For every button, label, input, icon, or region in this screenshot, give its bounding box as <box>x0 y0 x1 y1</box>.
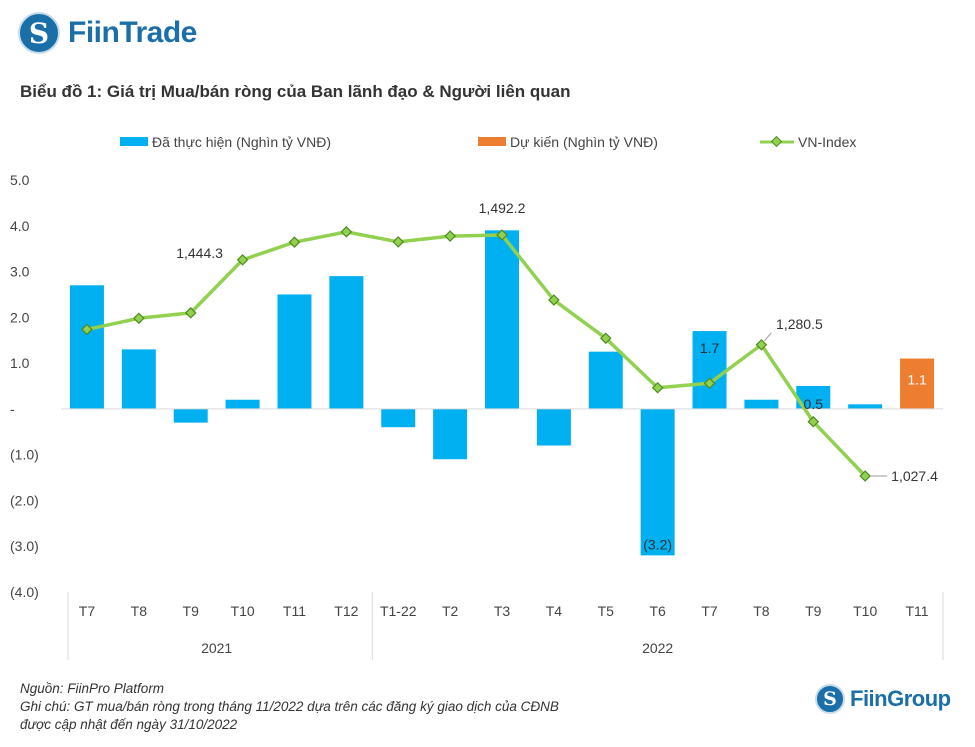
x-tick-label: T2 <box>442 603 459 619</box>
bar-expected <box>900 358 935 409</box>
bar-realized <box>692 331 727 409</box>
x-tick-label: T6 <box>649 603 666 619</box>
bar-realized <box>381 408 416 428</box>
fiintrade-logo-text: FiinTrade <box>68 16 197 49</box>
y-tick-label: 2.0 <box>10 309 30 325</box>
x-tick-label: T8 <box>753 603 770 619</box>
chart-plot: Đã thực hiện (Nghìn tỷ VNĐ) Dự kiến (Nghì… <box>10 134 944 660</box>
fiingroup-logo-icon: S <box>815 684 845 714</box>
bar-data-label: (3.2) <box>643 536 672 552</box>
x-tick-label: T11 <box>283 603 306 619</box>
vn-index-marker <box>496 229 508 241</box>
bar-realized <box>329 276 364 409</box>
x-tick-label: T12 <box>334 603 358 619</box>
footer-notes: Nguồn: FiinPro Platform Ghi chú: GT mua/… <box>20 680 559 734</box>
x-tick-label: T10 <box>231 603 255 619</box>
y-tick-label: (4.0) <box>10 584 39 600</box>
legend-swatch <box>120 137 148 146</box>
legend-swatch <box>478 137 506 146</box>
vn-index-marker <box>236 254 249 266</box>
bar-realized <box>277 294 312 409</box>
fiintrade-logo-icon: S <box>18 12 60 54</box>
bar-realized <box>485 230 519 409</box>
note-line-2: được cập nhật đến ngày 31/10/2022 <box>20 717 238 732</box>
x-tick-label: T10 <box>853 603 877 619</box>
legend-label-2: VN-Index <box>798 134 856 150</box>
y-tick-label: (2.0) <box>10 492 39 508</box>
legend-marker <box>770 135 783 148</box>
vn-index-marker <box>859 470 871 482</box>
y-tick-label: 3.0 <box>10 264 30 280</box>
legend-label-0: Đã thực hiện (Nghìn tỷ VNĐ) <box>152 134 331 150</box>
vn-index-marker <box>392 236 405 248</box>
vn-index-marker <box>340 226 353 238</box>
bar-realized <box>796 386 831 409</box>
line-data-label: 1,027.4 <box>891 468 938 484</box>
bar-realized <box>433 408 468 460</box>
x-tick-label: T3 <box>494 603 511 619</box>
y-tick-label: 1.0 <box>10 355 30 371</box>
x-group-label: 2021 <box>201 640 232 656</box>
line-data-label: 1,444.3 <box>176 245 223 261</box>
leader-line <box>764 332 772 342</box>
legend-label-1: Dự kiến (Nghìn tỷ VNĐ) <box>510 134 658 150</box>
source-note: Nguồn: FiinPro Platform <box>20 681 165 696</box>
bar-realized <box>744 399 779 409</box>
bar-realized <box>69 285 104 409</box>
bar-realized <box>848 404 883 409</box>
bar-realized <box>640 408 675 556</box>
bar-realized <box>121 349 156 409</box>
vn-index-marker <box>755 338 768 351</box>
vn-index-marker <box>651 381 664 394</box>
bar-realized <box>173 408 208 423</box>
y-tick-label: 4.0 <box>10 218 30 234</box>
fiintrade-logo: S FiinTrade <box>18 12 197 54</box>
y-tick-label: - <box>10 401 15 417</box>
vn-index-line <box>86 230 867 478</box>
fiingroup-logo: S FiinGroup <box>815 684 951 714</box>
y-tick-label: 5.0 <box>10 172 30 188</box>
note-line-1: Ghi chú: GT mua/bán ròng trong tháng 11/… <box>20 699 559 714</box>
bar-data-label: 1.7 <box>700 340 720 356</box>
bar-realized <box>225 399 260 409</box>
y-tick-label: (3.0) <box>10 538 39 554</box>
vn-index-marker <box>444 230 456 242</box>
bar-realized <box>536 408 571 446</box>
vn-index-marker <box>288 236 301 248</box>
x-tick-label: T4 <box>546 603 563 619</box>
line-data-label: 1,280.5 <box>776 316 823 332</box>
y-tick-label: (1.0) <box>10 447 39 463</box>
vn-index-marker <box>133 312 145 325</box>
vn-index-marker <box>807 415 820 428</box>
chart-title: Biểu đồ 1: Giá trị Mua/bán ròng của Ban … <box>20 82 571 101</box>
x-tick-label: T9 <box>183 603 200 619</box>
x-tick-label: T11 <box>906 603 929 619</box>
line-data-label: 1,492.2 <box>479 200 526 216</box>
vn-index-marker <box>184 307 197 319</box>
x-tick-label: T7 <box>701 603 718 619</box>
x-tick-label: T5 <box>598 603 615 619</box>
bar-realized <box>588 351 623 409</box>
x-tick-label: T9 <box>805 603 822 619</box>
vn-index-marker <box>599 332 612 345</box>
vn-index-marker <box>548 294 560 306</box>
fiingroup-logo-text: FiinGroup <box>850 686 951 711</box>
x-tick-label: T8 <box>131 603 148 619</box>
vn-index-marker <box>81 323 93 336</box>
x-group-label: 2022 <box>642 640 673 656</box>
bar-data-label: 0.5 <box>804 396 824 412</box>
vn-index-marker <box>703 377 716 390</box>
bar-data-label: 1.1 <box>907 372 927 388</box>
x-tick-label: T7 <box>79 603 96 619</box>
x-tick-label: T1-22 <box>380 603 417 619</box>
